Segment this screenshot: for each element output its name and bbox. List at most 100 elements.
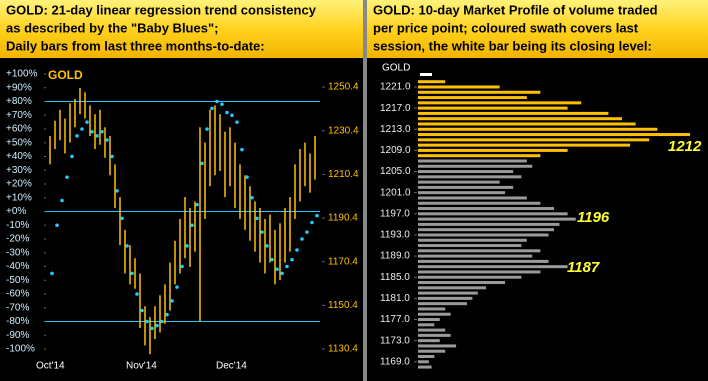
volume-bar: [418, 201, 541, 205]
volume-bar: [418, 164, 533, 168]
volume-bar: [418, 101, 582, 105]
y2-tick-label: 1230.4: [328, 125, 359, 136]
baby-blue-dot: [175, 285, 179, 289]
volume-bar: [418, 307, 446, 311]
baby-blue-dot: [295, 248, 299, 252]
volume-bar: [418, 265, 568, 269]
y-tick-label: 1193.0: [380, 230, 410, 241]
baby-blue-dot: [105, 138, 109, 142]
header-left: [0, 0, 363, 58]
volume-bar: [418, 207, 554, 211]
baby-blue-dot: [245, 175, 249, 179]
baby-blue-dot: [255, 216, 259, 221]
volume-bar: [418, 222, 560, 226]
volume-bar: [418, 212, 568, 216]
volume-bar: [418, 80, 446, 84]
baby-blue-dot: [315, 213, 319, 218]
volume-bar: [418, 259, 549, 263]
y-tick-label: 1185.0: [380, 272, 410, 283]
baby-blue-dot: [95, 134, 99, 138]
y-tick-label: +100%: [6, 69, 38, 80]
baby-blue-dot: [260, 230, 264, 234]
volume-bar: [418, 275, 522, 279]
baby-blue-dot: [310, 220, 314, 225]
baby-blue-dot: [250, 195, 254, 200]
baby-blue-dot: [215, 99, 219, 104]
annotation: 1196: [577, 209, 610, 226]
volume-bar: [418, 349, 446, 353]
header-right: [367, 0, 708, 58]
baby-blue-dot: [120, 216, 124, 221]
baby-blue-dot: [265, 244, 269, 248]
baby-blue-dot: [160, 319, 164, 324]
baby-blue-dot: [50, 271, 54, 276]
chart-label: GOLD: [48, 68, 83, 82]
volume-bar: [418, 318, 440, 322]
volume-bar: [418, 291, 478, 295]
y-tick-label: +20%: [6, 179, 32, 190]
y2-tick-label: 1170.4: [328, 256, 358, 267]
divider: [363, 0, 367, 381]
y-tick-label: 1197.0: [380, 208, 410, 219]
baby-blue-dot: [130, 271, 134, 276]
y-tick-label: +70%: [6, 110, 32, 121]
baby-blue-dot: [225, 110, 229, 115]
baby-blue-dot: [155, 323, 159, 328]
header-line: GOLD: 10-day Market Profile of volume tr…: [373, 2, 658, 17]
chart-label: GOLD: [382, 63, 410, 74]
y-tick-label: +60%: [6, 124, 32, 135]
volume-bar: [418, 323, 435, 327]
volume-bar: [418, 217, 576, 221]
baby-blue-dot: [195, 202, 199, 207]
y-tick-label: 1177.0: [380, 314, 410, 325]
baby-blue-dot: [60, 198, 64, 203]
header-line: Daily bars from last three months-to-dat…: [6, 38, 265, 53]
volume-bar: [418, 328, 446, 332]
baby-blue-dot: [125, 244, 129, 248]
baby-blue-dot: [100, 129, 104, 134]
y-tick-label: -60%: [6, 289, 29, 300]
volume-bar: [418, 365, 432, 369]
volume-bar: [418, 196, 527, 200]
baby-blue-dot: [285, 264, 289, 269]
baby-blue-dot: [170, 299, 174, 303]
baby-blue-dot: [65, 175, 69, 179]
baby-blue-dot: [135, 292, 139, 296]
y-tick-label: 1213.0: [380, 124, 411, 135]
closing-bar: [420, 73, 432, 76]
baby-blue-dot: [180, 264, 184, 269]
y-tick-label: 1205.0: [380, 166, 411, 177]
volume-bar: [418, 244, 522, 248]
y-tick-label: -40%: [6, 261, 29, 272]
y-tick-label: -50%: [6, 275, 29, 286]
baby-blue-dot: [90, 129, 94, 134]
baby-blue-dot: [210, 106, 214, 111]
y-tick-label: +30%: [6, 165, 32, 176]
volume-bar: [418, 180, 500, 184]
y-tick-label: 1221.0: [380, 82, 411, 93]
y-tick-label: +40%: [6, 151, 32, 162]
baby-blue-dot: [75, 134, 79, 138]
y-tick-label: +90%: [6, 82, 32, 93]
baby-blue-dot: [85, 120, 89, 124]
baby-blue-dot: [275, 267, 279, 272]
baby-blue-dot: [110, 154, 114, 159]
annotation: 1212: [668, 138, 702, 155]
volume-bar: [418, 106, 568, 110]
volume-bar: [418, 254, 533, 258]
y-tick-label: +0%: [6, 206, 26, 217]
volume-bar: [418, 238, 527, 242]
baby-blue-dot: [220, 102, 224, 107]
y-tick-label: 1189.0: [380, 251, 410, 262]
volume-bar: [418, 96, 527, 100]
volume-bar: [418, 191, 506, 195]
volume-bar: [418, 138, 650, 142]
volume-bar: [418, 286, 486, 290]
volume-bar: [418, 360, 429, 364]
baby-blue-dot: [290, 257, 294, 262]
volume-bar: [418, 154, 541, 158]
volume-bar: [418, 228, 554, 232]
baby-blue-dot: [270, 257, 274, 262]
y-tick-label: -100%: [6, 344, 35, 355]
